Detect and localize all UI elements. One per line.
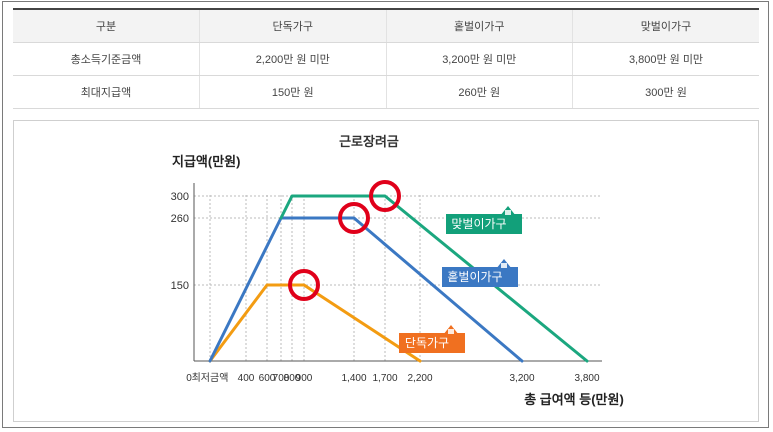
series-label-text: 홑벌이가구 [447,270,502,284]
axes [193,183,602,362]
highlight-circle [288,269,320,301]
table-header-cell: 맞벌이가구 [572,8,759,43]
highlight-circle [369,180,401,212]
series-line [208,216,524,363]
x-tick-label: 1,400 [341,373,366,384]
window-icon [448,329,454,334]
x-tick-label: 2,200 [407,373,432,384]
x-tick-label: 0 [186,373,192,384]
series-line [208,283,422,363]
x-tick-label: 800 [284,373,301,384]
earned-income-credit-chart: 근로장려금 지급액(만원) 총 급여액 등(만원) 150 260 300 0 최저금액… [171,134,624,407]
table-cell: 300만 원 [572,75,759,109]
series-label-text: 단독가구 [405,336,449,350]
y-axis-label: 지급액(만원) [172,154,240,169]
table-cell: 2,200만 원 미만 [199,42,386,76]
series-label-box [399,333,465,353]
x-tick-label: 1,700 [372,373,397,384]
table-header-row: 구분 단독가구 홑벌이가구 맞벌이가구 [13,8,759,43]
criteria-table: 구분 단독가구 홑벌이가구 맞벌이가구 총소득기준금액 2,200만 원 미만 … [13,8,759,109]
series-label-box [442,267,518,287]
grid-lines [194,193,602,361]
series-labels: 단독가구 홑벌이가구 맞벌이가구 [399,206,522,353]
table-row: 최대지급액 150만 원 260만 원 300만 원 [13,75,759,109]
x-axis-label: 총 급여액 등(만원) [524,392,624,407]
y-tick-label: 260 [171,213,189,225]
table-cell: 3,800만 원 미만 [572,42,759,76]
y-tick-label: 150 [171,280,189,292]
x-tick-label: 3,800 [574,373,599,384]
highlight-markers [288,180,401,301]
table-cell: 총소득기준금액 [13,42,200,76]
table-header-cell: 단독가구 [199,8,386,43]
table-header-cell: 구분 [13,8,200,43]
x-tick-label: 3,200 [509,373,534,384]
table-cell: 150만 원 [199,75,386,109]
y-tick-label: 300 [171,191,189,203]
window-icon [501,263,507,268]
table-cell: 260만 원 [385,75,573,109]
table-header-cell: 홑벌이가구 [385,8,573,43]
series-label-box [446,214,522,234]
x-tick-label: 최저금액 [192,372,229,384]
chart-title: 근로장려금 [339,134,399,149]
x-tick-label: 900 [296,373,313,384]
window-icon [505,210,511,215]
table-cell: 최대지급액 [13,75,200,109]
table-row: 총소득기준금액 2,200만 원 미만 3,200만 원 미만 3,800만 원… [13,42,759,76]
chart-panel: 근로장려금 지급액(만원) 총 급여액 등(만원) 150 260 300 0 최저금액… [13,120,759,422]
x-tick-label: 400 [238,373,255,384]
table-cell: 3,200만 원 미만 [385,42,573,76]
x-tick-label: 700 [273,373,290,384]
x-tick-label: 600 [259,373,276,384]
highlight-circle [338,202,370,234]
series-label-text: 맞벌이가구 [451,217,506,231]
